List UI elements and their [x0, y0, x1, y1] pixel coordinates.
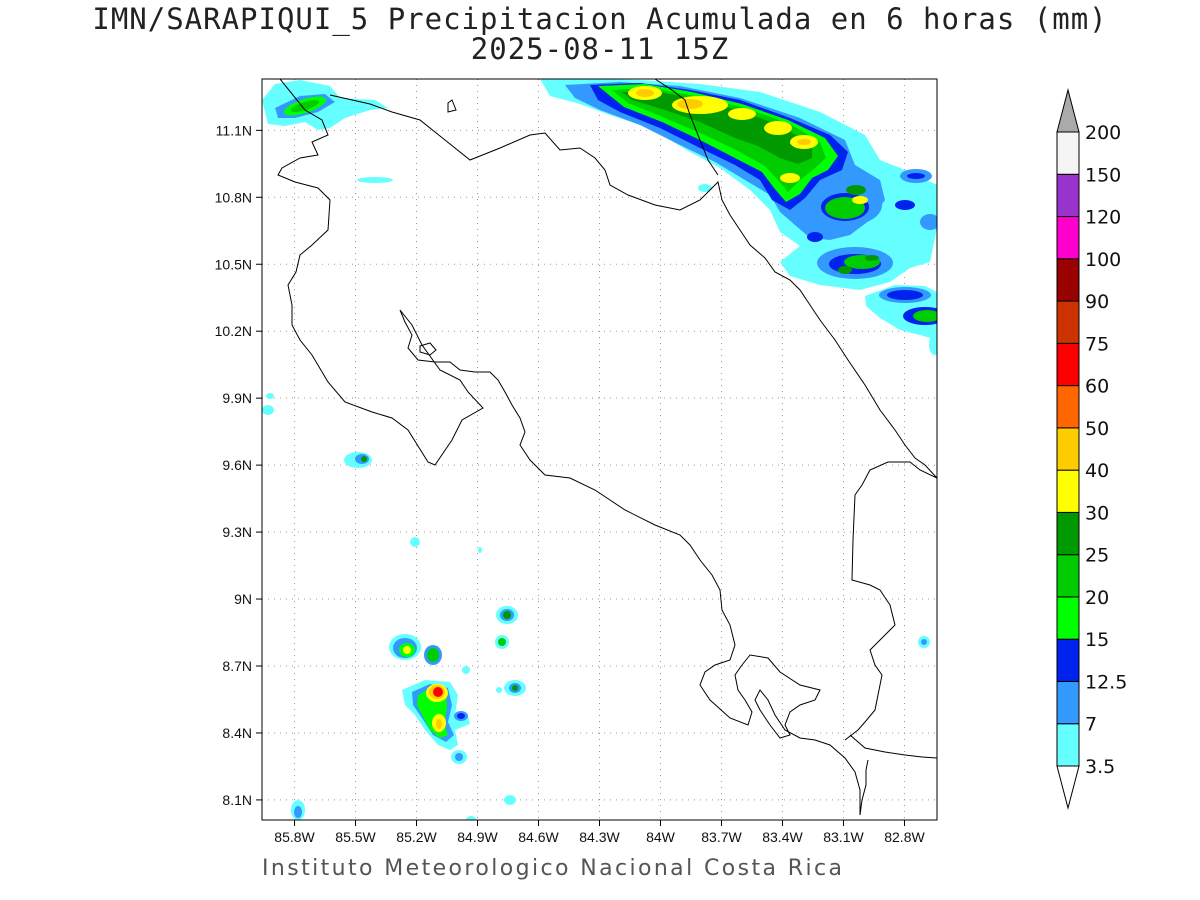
colorbar-label: 100: [1085, 249, 1121, 271]
colorbar-box: [1056, 680, 1080, 725]
panama-coast: [849, 734, 937, 759]
rain-cell-northwest: [262, 80, 393, 183]
nicaragua-border: [329, 94, 937, 479]
colorbar-box: [1056, 427, 1080, 471]
colorbar-label: 75: [1085, 333, 1109, 355]
lat-tick-label: 8.1N: [222, 792, 252, 808]
footer-credit: Instituto Meteorologico Nacional Costa R…: [262, 856, 845, 881]
colorbar-min-triangle: [1056, 765, 1080, 810]
lat-tick-label: 10.5N: [215, 256, 252, 272]
latitude-ticks: 11.1N 10.8N 10.5N 10.2N 9.9N 9.6N 9.3N 9N 8.7N 8.…: [215, 122, 262, 808]
map-title: IMN/SARAPIQUI_5 Precipitacion Acumulada …: [92, 2, 1108, 36]
lon-tick-label: 85.5W: [335, 829, 376, 845]
colorbar-box: [1056, 173, 1080, 218]
lat-tick-label: 9N: [234, 591, 252, 607]
colorbar-box: [1056, 342, 1080, 387]
colorbar-label: 120: [1085, 207, 1121, 229]
colorbar-label: 150: [1085, 164, 1121, 186]
colorbar-max-triangle: [1056, 88, 1080, 133]
colorbar-label: 20: [1085, 587, 1109, 609]
colorbar-label: 25: [1085, 545, 1109, 567]
colorbar-box: [1056, 638, 1080, 682]
lon-tick-label: 85.2W: [396, 829, 437, 845]
lat-tick-label: 10.8N: [215, 189, 252, 205]
colorbar-box: [1056, 258, 1080, 302]
map-subtitle-datetime: 2025-08-11 15Z: [470, 32, 730, 66]
colorbar-box: [1056, 469, 1080, 513]
colorbar-box: [1056, 554, 1080, 598]
lon-tick-label: 84W: [646, 829, 676, 845]
colorbar-box: [1056, 300, 1080, 344]
colorbar-box: [1056, 596, 1080, 640]
lon-tick-label: 84.9W: [457, 829, 498, 845]
colorbar-box: [1056, 511, 1080, 556]
lake-outline: [419, 342, 437, 356]
rain-band-northeast: [540, 79, 937, 355]
colorbar-label: 200: [1085, 122, 1121, 144]
caribbean-coast: [654, 79, 719, 176]
pacific-coast: [277, 79, 861, 815]
colorbar-label: 12.5: [1085, 671, 1127, 693]
lat-tick-label: 9.9N: [222, 390, 252, 406]
southern-peninsula: [859, 759, 869, 816]
colorbar-legend: 3.5 7 12.5 15 20 25 30 40 50 60 75 90 100 120 150 200: [1056, 88, 1127, 810]
colorbar-label: 60: [1085, 376, 1109, 398]
lat-tick-label: 8.4N: [222, 725, 252, 741]
colorbar-label: 40: [1085, 460, 1109, 482]
lon-tick-label: 83.1W: [823, 829, 864, 845]
coastlines-borders: [277, 79, 937, 816]
panama-border: [844, 461, 937, 741]
precipitation-field: [262, 79, 937, 820]
lat-tick-label: 8.7N: [222, 658, 252, 674]
colorbar-label: 3.5: [1085, 756, 1115, 778]
lat-tick-label: 9.3N: [222, 524, 252, 540]
lat-tick-label: 10.2N: [215, 323, 252, 339]
colorbar-label: 50: [1085, 418, 1109, 440]
rain-cells-south: [262, 393, 930, 820]
colorbar-box: [1056, 131, 1080, 175]
lon-tick-label: 82.8W: [884, 829, 925, 845]
lon-tick-label: 83.7W: [701, 829, 742, 845]
lat-tick-label: 9.6N: [222, 457, 252, 473]
colorbar-box: [1056, 385, 1080, 429]
colorbar-label: 7: [1085, 714, 1097, 736]
colorbar-label: 15: [1085, 629, 1109, 651]
lon-tick-label: 85.8W: [274, 829, 315, 845]
lat-tick-label: 11.1N: [216, 122, 252, 138]
longitude-ticks: 85.8W 85.5W 85.2W 84.9W 84.6W 84.3W 84W 83.7W 83…: [274, 820, 925, 845]
lon-tick-label: 84.3W: [579, 829, 620, 845]
colorbar-box: [1056, 723, 1080, 767]
colorbar-label: 30: [1085, 502, 1109, 524]
small-island: [447, 99, 457, 113]
lon-tick-label: 83.4W: [762, 829, 803, 845]
lon-tick-label: 84.6W: [518, 829, 559, 845]
colorbar-label: 90: [1085, 291, 1109, 313]
colorbar-box: [1056, 216, 1080, 260]
